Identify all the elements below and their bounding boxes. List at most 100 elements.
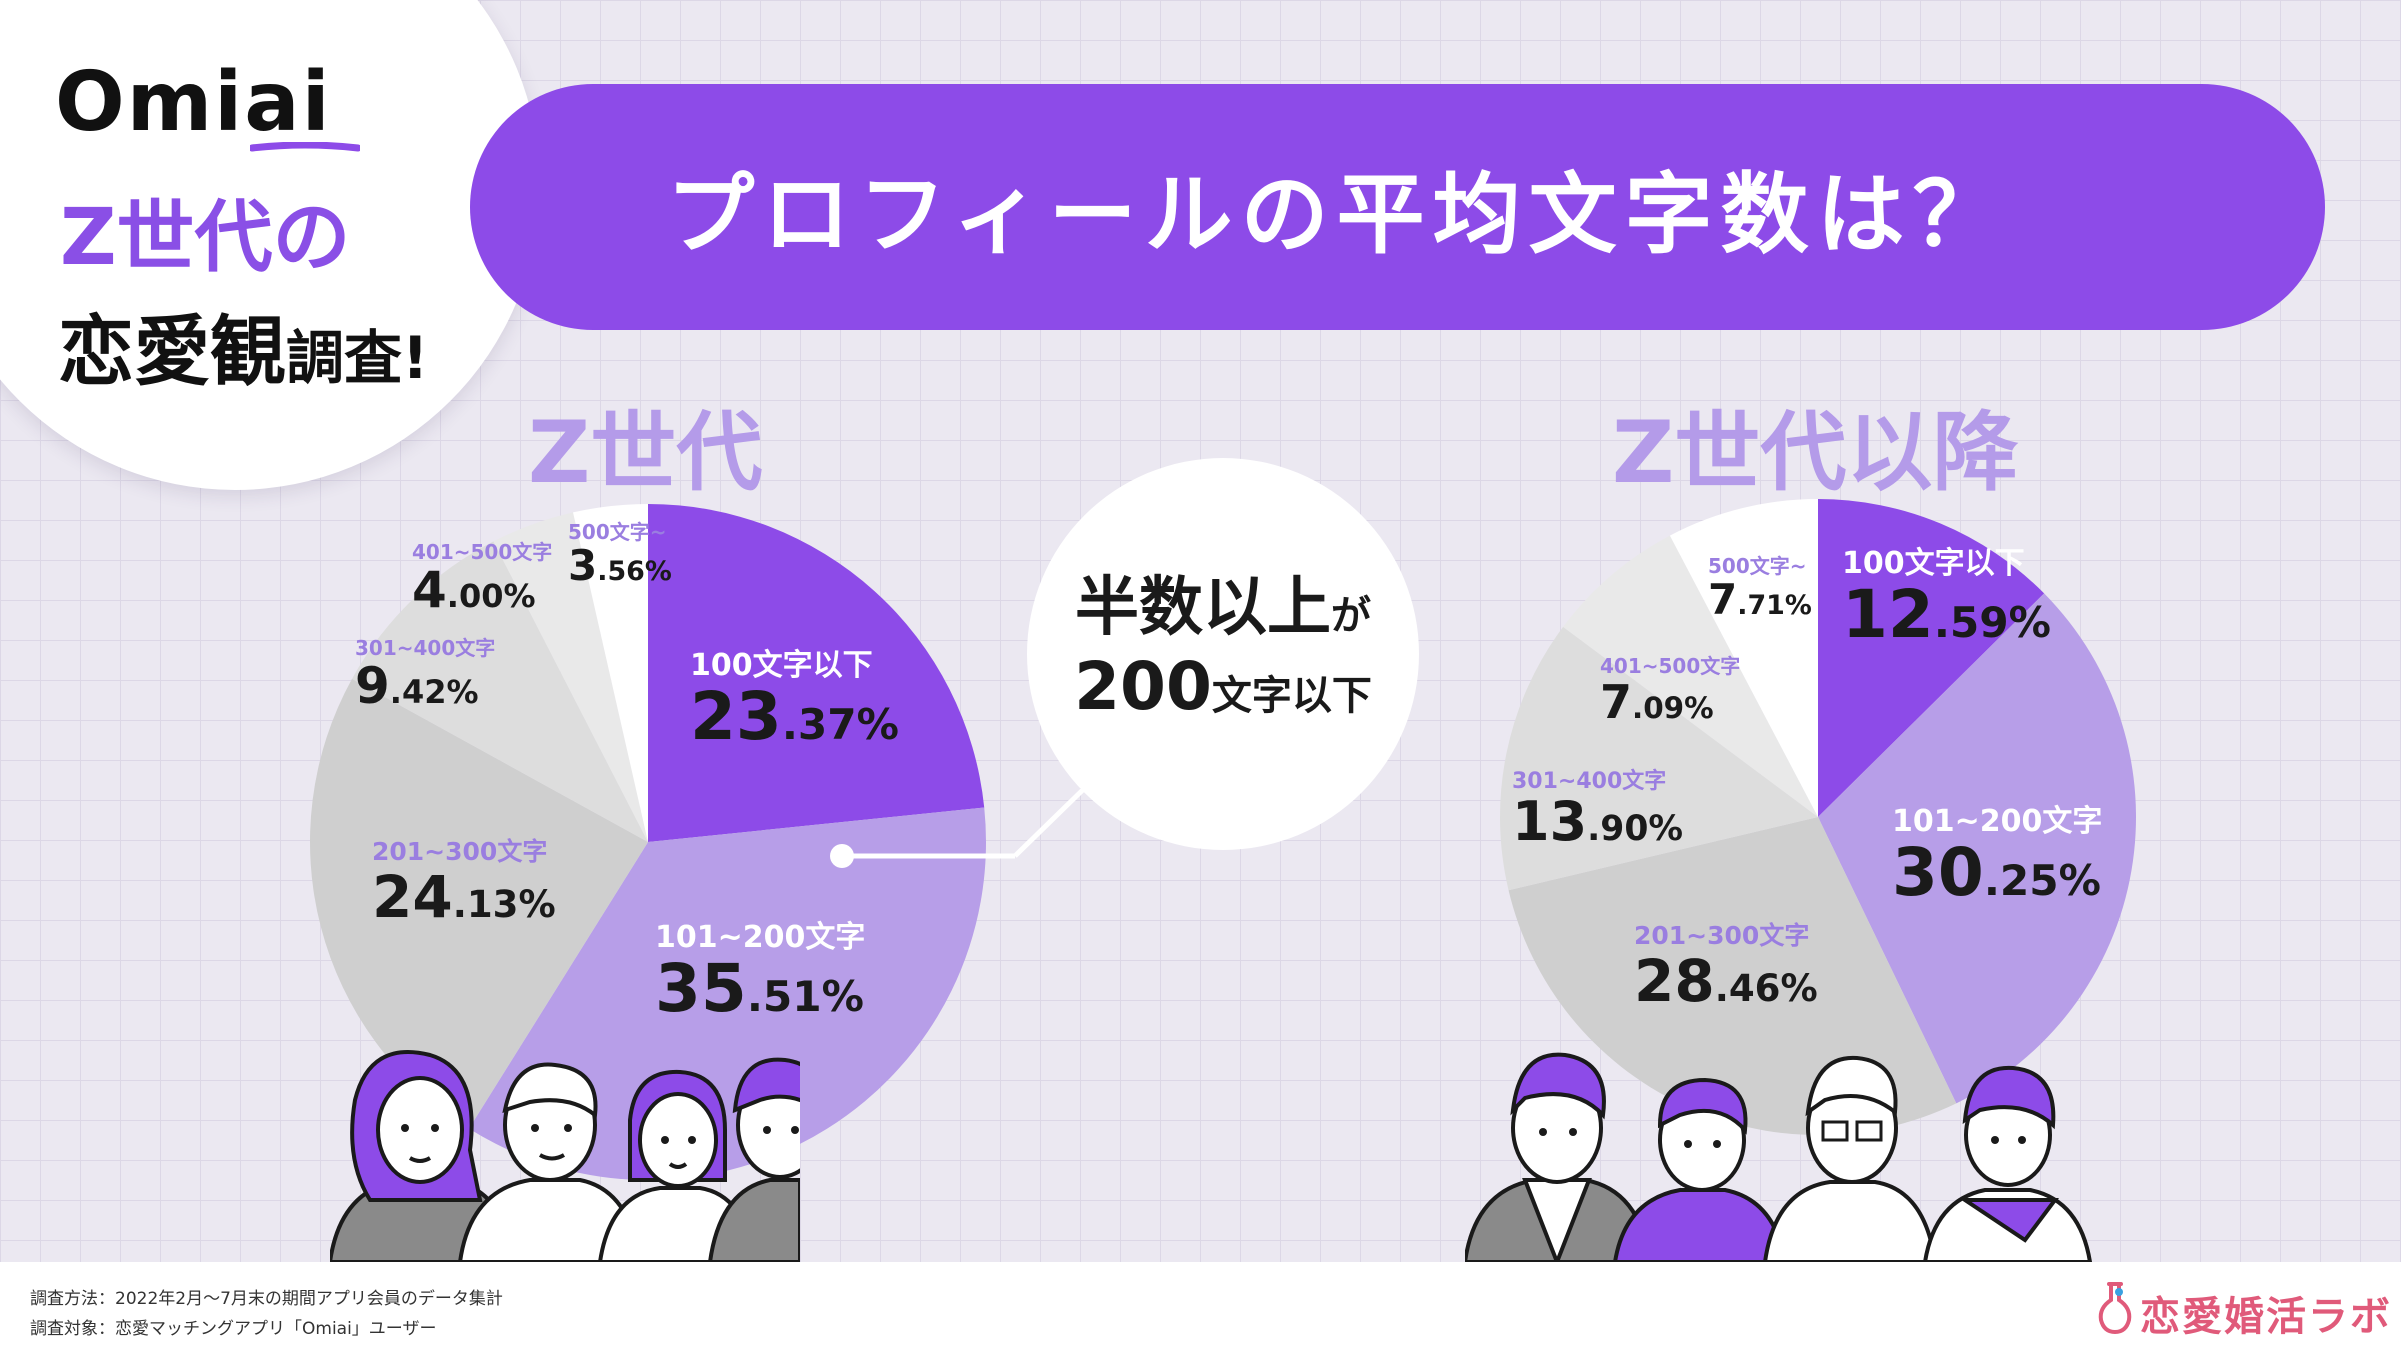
slice-value-int: 3: [568, 541, 598, 590]
slice-category: 101~200文字: [1892, 804, 2103, 839]
callout-line2-main: 200: [1074, 648, 1212, 725]
slice-value-int: 12: [1842, 576, 1934, 653]
pie-slice: [1563, 535, 1818, 817]
person-illustration: [707, 1057, 800, 1262]
flask-icon: [2098, 1282, 2132, 1334]
pie-slice: [573, 504, 648, 842]
person-illustration: [1762, 1055, 1938, 1262]
slice-value-int: 35: [655, 950, 747, 1027]
person-illustration: [1612, 1077, 1788, 1262]
slice-category: 301~400文字: [1512, 769, 1667, 794]
person-illustration: [1465, 1052, 1653, 1262]
slice-label: 500文字~ 7.71%: [1708, 550, 1812, 621]
callout-connector: [830, 776, 1097, 868]
slice-category: 201~300文字: [1634, 921, 1810, 950]
page-title: プロフィールの平均文字数は？: [666, 162, 2009, 266]
pie-slice: [648, 504, 985, 842]
callout-line2-small: 文字以下: [1211, 673, 1372, 719]
footer: 調査方法：2022年2月～7月末の期間アプリ会員のデータ集計 調査対象：恋愛マッ…: [0, 1262, 2401, 1351]
people-illustration-gen-z: [330, 1050, 800, 1262]
pie-slice: [468, 807, 987, 1181]
slice-value-int: 23: [690, 678, 782, 755]
slice-label: 201~300文字 28.46%: [1634, 916, 1818, 1010]
person-illustration: [457, 1062, 643, 1262]
slice-category: 201~300文字: [372, 837, 548, 866]
slice-value-int: 9: [355, 657, 390, 715]
callout-bubble: 半数以上が 200文字以下: [1027, 458, 1419, 850]
slice-label: 500文字~ 3.56%: [568, 516, 672, 587]
slice-value-dec: .46%: [1714, 967, 1818, 1010]
brand-underline: [250, 142, 360, 152]
slice-value-dec: .42%: [389, 673, 479, 711]
slice-value-dec: .09%: [1632, 691, 1714, 725]
slice-value-dec: .25%: [1983, 856, 2101, 905]
slice-value: 12.59%: [1842, 582, 2051, 648]
pie-slice: [1500, 626, 1818, 891]
chart-title-post-gen-z: Z世代以降: [1612, 403, 2019, 503]
callout-line1: 半数以上が: [1027, 556, 1419, 648]
slice-value-dec: .00%: [446, 577, 536, 615]
slice-label: 301~400文字 13.90%: [1512, 763, 1683, 849]
slice-value: 23.37%: [690, 684, 899, 750]
slice-value-dec: .37%: [781, 700, 899, 749]
slice-value-dec: .51%: [746, 972, 864, 1021]
slice-value-dec: .59%: [1933, 598, 2051, 647]
slice-value: 13.90%: [1512, 795, 1683, 849]
callout-line1-small: が: [1331, 593, 1371, 639]
slice-label: 100文字以下 12.59%: [1842, 538, 2051, 648]
pie-chart-post-gen-z: [1500, 499, 2137, 1135]
slice-value: 28.46%: [1634, 952, 1818, 1010]
slice-value-int: 4: [412, 561, 447, 619]
slice-value-int: 7: [1708, 575, 1738, 624]
slice-label: 401~500文字 7.09%: [1600, 650, 1740, 725]
slice-value-int: 13: [1512, 790, 1588, 853]
slice-value-dec: .56%: [597, 556, 672, 587]
badge-line2-main: 恋愛観: [58, 307, 286, 396]
badge-subtitle-line1: Z世代の: [60, 193, 351, 283]
survey-target-note: 調査対象：恋愛マッチングアプリ「Omiai」ユーザー: [30, 1319, 437, 1339]
slice-value: 7.71%: [1708, 579, 1812, 621]
people-illustration-post-gen-z: [1465, 1052, 2093, 1262]
slice-value: 30.25%: [1892, 840, 2102, 906]
pie-slice: [1669, 499, 1818, 817]
slice-value-int: 28: [1634, 947, 1715, 1015]
slice-value: 4.00%: [412, 565, 552, 615]
slice-label: 201~300文字 24.13%: [372, 832, 556, 926]
pie-slice: [351, 541, 648, 842]
title-banner: プロフィールの平均文字数は？: [470, 84, 2325, 330]
slice-label: 301~400文字 9.42%: [355, 632, 495, 711]
slice-category: 401~500文字: [1600, 654, 1741, 678]
pie-slice: [493, 512, 648, 842]
slice-label: 100文字以下 23.37%: [690, 640, 899, 750]
slice-value-dec: .90%: [1587, 809, 1683, 849]
slice-value: 7.09%: [1600, 679, 1740, 725]
footer-logo: 恋愛婚活ラボ: [2140, 1294, 2392, 1340]
callout-line1-main: 半数以上: [1075, 571, 1331, 645]
slice-value-dec: .13%: [452, 883, 556, 926]
pie-chart-gen-z: [309, 504, 987, 1181]
chart-title-gen-z: Z世代: [528, 403, 763, 503]
slice-category: 100文字以下: [1842, 546, 2025, 581]
pie-slice: [1818, 593, 2137, 1104]
person-illustration: [1922, 1065, 2093, 1262]
slice-value-int: 30: [1892, 834, 1984, 911]
slice-label: 401~500文字 4.00%: [412, 536, 552, 615]
slice-value-int: 7: [1600, 675, 1633, 729]
badge-subtitle-line2: 恋愛観調査!: [58, 290, 428, 400]
slice-value: 35.51%: [655, 956, 865, 1022]
slice-category: 500文字~: [1708, 554, 1807, 578]
slice-value: 24.13%: [372, 868, 556, 926]
survey-method-note: 調査方法：2022年2月～7月末の期間アプリ会員のデータ集計: [30, 1289, 503, 1309]
pie-slice: [309, 678, 648, 1129]
slice-value: 3.56%: [568, 545, 672, 587]
slice-category: 100文字以下: [690, 648, 873, 683]
slice-category: 401~500文字: [412, 540, 553, 564]
slice-value-dec: .71%: [1737, 590, 1812, 621]
slice-label: 101~200文字 35.51%: [655, 912, 865, 1022]
slice-value-int: 24: [372, 863, 453, 931]
callout-line2: 200文字以下: [1027, 648, 1419, 725]
brand-logo: Omiai: [55, 55, 332, 150]
pie-slice: [1818, 499, 2045, 817]
slice-category: 301~400文字: [355, 636, 496, 660]
